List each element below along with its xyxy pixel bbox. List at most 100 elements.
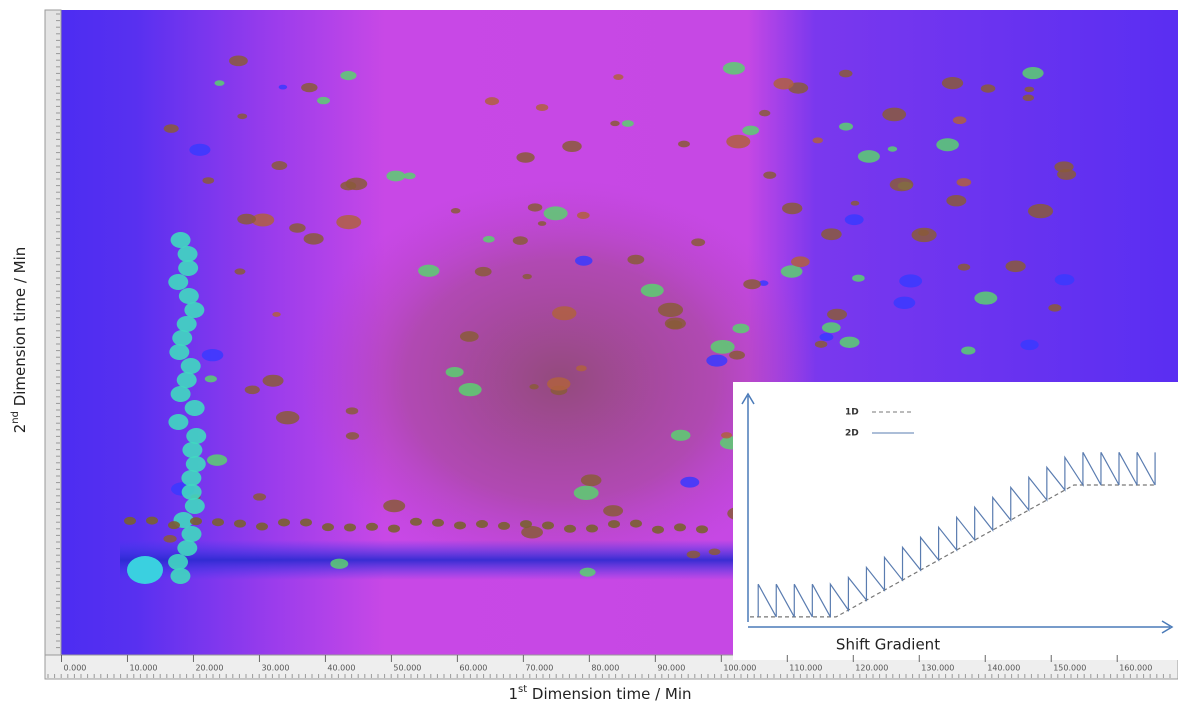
peak xyxy=(170,386,191,402)
peak xyxy=(262,374,284,387)
x-tick-label: 50.000 xyxy=(393,664,421,673)
peak xyxy=(670,429,691,441)
peak xyxy=(278,518,290,527)
peak xyxy=(322,523,334,532)
y-axis-label: 2nd Dimension time / Min xyxy=(10,247,29,434)
peak xyxy=(680,476,700,488)
label-sup: nd xyxy=(10,411,21,424)
peak xyxy=(957,263,971,271)
peak xyxy=(664,317,686,330)
peak xyxy=(237,113,248,120)
peak xyxy=(974,291,998,305)
peak xyxy=(686,550,701,559)
peak xyxy=(630,519,642,528)
peak xyxy=(674,523,686,532)
peak xyxy=(678,140,690,148)
peak xyxy=(586,524,598,533)
peak xyxy=(170,232,191,248)
peak xyxy=(936,138,959,152)
x-tick-label: 60.000 xyxy=(459,664,487,673)
peak xyxy=(168,414,189,430)
peak xyxy=(201,349,224,362)
peak xyxy=(163,124,179,133)
peak xyxy=(234,519,246,528)
peak xyxy=(498,521,510,530)
peak xyxy=(163,535,177,543)
peak xyxy=(579,567,596,577)
peak xyxy=(564,524,576,533)
peak xyxy=(253,493,267,501)
peak xyxy=(168,554,189,570)
peak xyxy=(177,246,198,262)
peak xyxy=(172,330,193,346)
peak xyxy=(732,323,750,334)
x-tick-label: 70.000 xyxy=(525,664,553,673)
peak xyxy=(476,520,488,529)
peak xyxy=(278,84,288,90)
peak xyxy=(184,400,205,416)
peak xyxy=(773,77,794,90)
peak xyxy=(316,96,330,105)
peak xyxy=(383,499,406,513)
peak xyxy=(168,274,189,290)
peak xyxy=(168,521,180,530)
peak xyxy=(857,150,880,163)
peak xyxy=(573,485,599,500)
x-tick-label: 30.000 xyxy=(261,664,289,673)
peak xyxy=(212,518,224,527)
peak xyxy=(207,454,228,466)
peak xyxy=(726,134,751,149)
peak xyxy=(190,517,202,526)
peak xyxy=(742,125,760,136)
peak xyxy=(850,200,860,206)
peak xyxy=(946,195,967,207)
peak xyxy=(652,525,664,534)
peak xyxy=(839,122,853,131)
peak xyxy=(176,372,197,388)
peak xyxy=(547,377,571,391)
peak xyxy=(178,260,199,276)
peak xyxy=(458,383,482,397)
peak xyxy=(696,525,708,534)
peak xyxy=(474,266,492,277)
legend-label: 2D xyxy=(845,429,859,439)
peak xyxy=(1027,203,1054,219)
peak xyxy=(961,346,976,355)
peak xyxy=(256,522,268,531)
peak xyxy=(386,170,406,182)
x-tick-label: 10.000 xyxy=(129,664,157,673)
peak xyxy=(181,526,202,542)
peak xyxy=(893,296,916,310)
peak xyxy=(882,107,907,122)
peak xyxy=(202,177,215,184)
peak xyxy=(271,161,288,171)
peak xyxy=(543,206,568,221)
peak xyxy=(576,365,587,372)
inset-chart: Shift Gradient 1D 2D xyxy=(733,382,1178,660)
peak xyxy=(146,516,158,525)
peak xyxy=(189,143,211,156)
peak xyxy=(336,214,362,230)
peak xyxy=(214,80,225,86)
peak xyxy=(176,316,197,332)
peak xyxy=(627,254,645,265)
peak xyxy=(301,82,318,93)
peak xyxy=(552,306,577,321)
peak xyxy=(657,302,684,318)
peak xyxy=(169,344,190,360)
peak xyxy=(181,470,202,486)
peak xyxy=(821,228,842,241)
peak xyxy=(562,140,582,152)
peak xyxy=(610,120,620,127)
peak xyxy=(790,256,810,268)
peak xyxy=(812,137,823,144)
legend-label: 1D xyxy=(845,408,859,418)
peak xyxy=(330,558,349,569)
x-tick-label: 90.000 xyxy=(657,664,685,673)
peak xyxy=(603,505,624,517)
peak xyxy=(613,74,624,80)
peak xyxy=(621,120,634,127)
peak xyxy=(537,221,547,226)
inset-arrow xyxy=(1161,620,1174,634)
